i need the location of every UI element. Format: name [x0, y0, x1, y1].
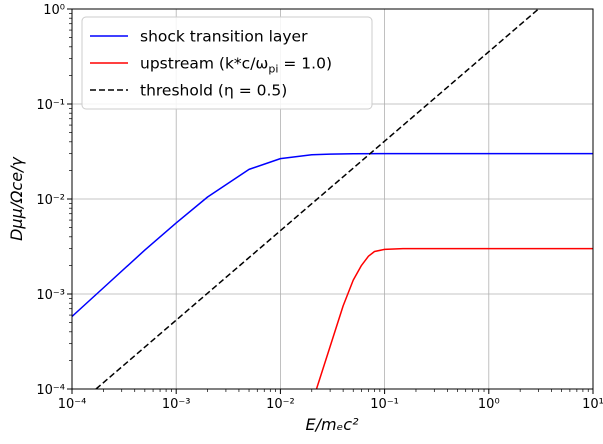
legend-box	[81, 16, 373, 110]
ticks-layer: 10⁻⁴ 10⁻³ 10⁻² 10⁻¹ 10⁰ 10¹ 10⁻⁴ 10⁻³ 10⁻² 10⁻¹ 10…	[36, 3, 603, 412]
y-tick-label: 10⁻³	[36, 288, 65, 303]
legend-label-main: shock transition layer	[140, 28, 308, 46]
legend-label-subscript: pi	[268, 63, 278, 76]
series-layer	[72, 9, 593, 389]
legend: shock transition layer upstream (k*c/ωpi …	[81, 16, 373, 110]
x-tick-label: 10⁰	[478, 397, 500, 412]
x-tick-label: 10⁻¹	[370, 397, 399, 412]
y-axis-label: Dμμ/Ωce/γ	[7, 156, 26, 241]
y-tick-label: 10⁻¹	[36, 98, 65, 113]
y-tick-label: 10⁻²	[36, 193, 65, 208]
x-tick-label: 10⁻²	[266, 397, 295, 412]
legend-label: upstream (k*c/ωpi = 1.0)	[140, 55, 332, 76]
x-axis-label: E/mₑc²	[306, 415, 360, 434]
series-line-threshold-0-5	[95, 9, 540, 389]
legend-label: shock transition layer	[140, 28, 308, 46]
legend-label-tail: = 1.0)	[278, 55, 332, 73]
series-line-upstream-k-c-pi-1-0	[315, 247, 593, 389]
x-tick-label: 10⁻³	[162, 397, 191, 412]
y-tick-label: 10⁰	[43, 3, 65, 18]
x-tick-label: 10⁻⁴	[58, 397, 87, 412]
legend-label-main: threshold (η = 0.5)	[140, 82, 287, 100]
series-line-shock-transition-layer	[72, 152, 593, 318]
legend-label-main: upstream (k*c/ω	[140, 55, 268, 73]
x-tick-label: 10¹	[582, 397, 603, 412]
y-tick-label: 10⁻⁴	[36, 383, 65, 398]
legend-label: threshold (η = 0.5)	[140, 82, 287, 100]
